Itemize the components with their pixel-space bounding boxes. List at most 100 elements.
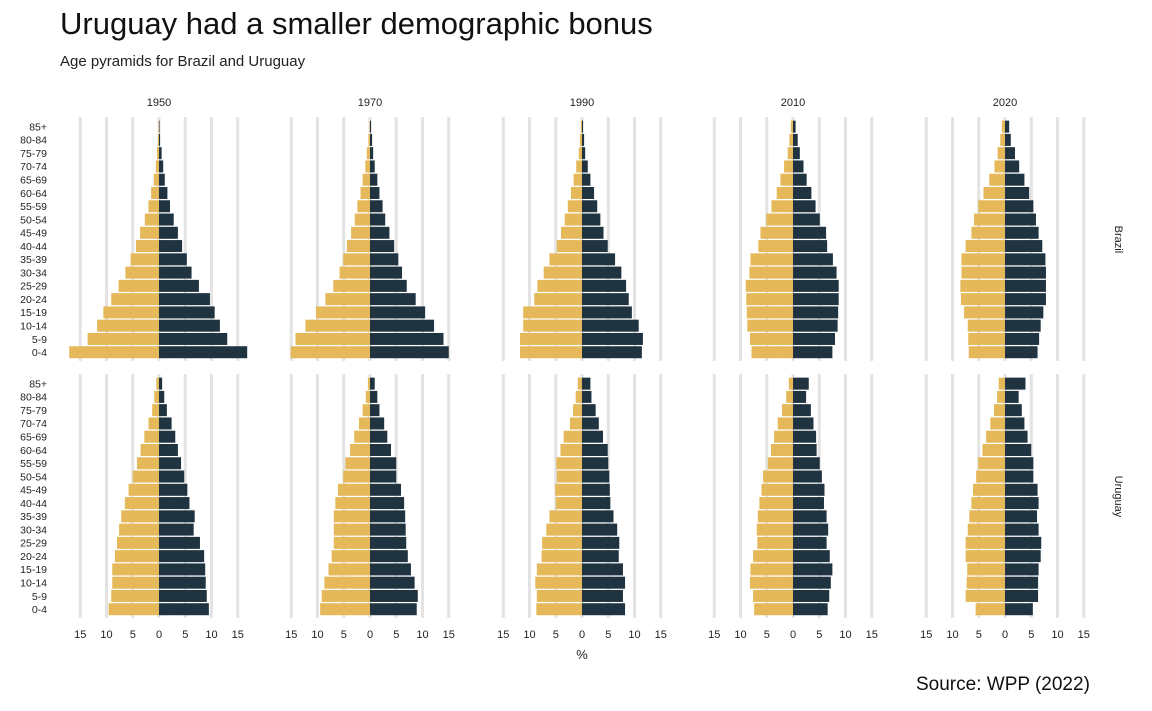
bar-left — [788, 377, 793, 390]
bar-left — [760, 226, 793, 239]
bar-right — [159, 536, 200, 549]
bar-left — [965, 536, 1005, 549]
age-group-label: 5-9 — [32, 591, 47, 603]
age-group-label: 70-74 — [20, 418, 47, 430]
bar-left — [135, 240, 159, 253]
bar-left — [965, 240, 1005, 253]
age-group-label: 10-14 — [20, 320, 47, 332]
bar-left — [366, 147, 370, 160]
age-group-label: 85+ — [29, 121, 47, 133]
bar-right — [1005, 160, 1020, 173]
bar-right — [1005, 200, 1034, 213]
bar-left — [971, 226, 1005, 239]
bar-right — [793, 346, 833, 359]
bar-left — [578, 147, 582, 160]
x-tick-label: 15 — [497, 629, 509, 641]
bar-right — [370, 483, 401, 496]
bar-left — [537, 279, 582, 292]
bar-left — [536, 603, 582, 616]
bar-left — [569, 417, 582, 430]
bar-right — [159, 430, 176, 443]
bar-right — [582, 523, 618, 536]
bar-right — [1005, 483, 1038, 496]
bar-left — [746, 293, 793, 306]
bar-right — [1005, 293, 1046, 306]
bar-left — [997, 390, 1005, 403]
bar-left — [337, 483, 370, 496]
bar-right — [793, 589, 830, 602]
bar-right — [370, 497, 405, 510]
bar-right — [370, 563, 411, 576]
bar-right — [370, 213, 386, 226]
bar-right — [793, 536, 827, 549]
bar-right — [159, 147, 162, 160]
x-tick-label: 10 — [100, 629, 112, 641]
bar-right — [1005, 390, 1019, 403]
bar-left — [974, 213, 1005, 226]
bar-left — [343, 253, 370, 266]
x-tick-label: 0 — [156, 629, 162, 641]
bar-left — [978, 200, 1005, 213]
bar-right — [582, 550, 619, 563]
x-tick-label: 15 — [443, 629, 455, 641]
facet-year-label: 1990 — [570, 97, 594, 109]
bar-right — [582, 120, 584, 133]
x-tick-label: 0 — [790, 629, 796, 641]
bar-right — [582, 173, 591, 186]
bar-right — [159, 483, 188, 496]
bar-right — [793, 253, 833, 266]
x-tick-label: 5 — [976, 629, 982, 641]
bar-left — [333, 279, 370, 292]
bar-left — [523, 306, 582, 319]
bar-right — [370, 173, 378, 186]
bar-left — [549, 510, 582, 523]
bar-left — [966, 576, 1005, 589]
bar-left — [148, 417, 159, 430]
bar-left — [362, 173, 370, 186]
bar-left — [140, 226, 159, 239]
age-group-label: 55-59 — [20, 458, 47, 470]
bar-left — [365, 160, 370, 173]
bar-right — [793, 457, 820, 470]
age-group-label: 0-4 — [32, 604, 47, 616]
bar-right — [370, 293, 416, 306]
bar-left — [969, 510, 1005, 523]
bar-right — [793, 443, 817, 456]
bar-right — [159, 253, 187, 266]
bar-left — [754, 603, 793, 616]
bar-right — [582, 443, 608, 456]
x-tick-label: 15 — [708, 629, 720, 641]
bar-right — [793, 226, 827, 239]
bar-left — [351, 226, 370, 239]
bar-right — [793, 319, 838, 332]
bar-left — [536, 563, 582, 576]
bar-left — [961, 253, 1005, 266]
bar-right — [793, 510, 827, 523]
bar-right — [159, 470, 185, 483]
bar-right — [370, 279, 407, 292]
bar-left — [542, 536, 582, 549]
bar-left — [112, 563, 159, 576]
x-tick-label: 10 — [523, 629, 535, 641]
bar-left — [360, 186, 370, 199]
bar-left — [570, 186, 582, 199]
bar-left — [564, 213, 582, 226]
age-group-label: 65-69 — [20, 432, 47, 444]
bar-right — [1005, 550, 1041, 563]
bar-left — [536, 589, 582, 602]
bar-left — [580, 120, 582, 133]
bar-left — [1001, 120, 1005, 133]
bar-right — [159, 226, 178, 239]
bar-left — [136, 457, 159, 470]
bar-right — [582, 186, 595, 199]
bar-left — [144, 430, 159, 443]
bar-right — [159, 603, 209, 616]
bar-left — [964, 306, 1005, 319]
bar-right — [159, 563, 206, 576]
bar-right — [370, 510, 406, 523]
bar-left — [333, 536, 370, 549]
age-group-label: 10-14 — [20, 577, 47, 589]
bar-right — [159, 417, 172, 430]
bar-left — [69, 346, 159, 359]
bar-right — [1005, 186, 1030, 199]
